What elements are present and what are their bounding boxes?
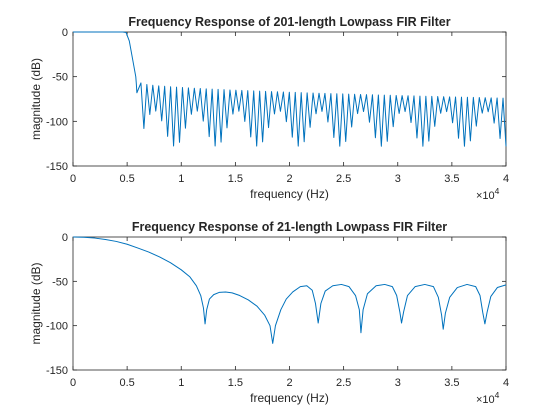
- y-tick-label: -50: [52, 276, 68, 288]
- x-tick-label: 0.5: [119, 377, 134, 389]
- x-tick-label: 2.5: [336, 377, 351, 389]
- y-tick-label: -100: [46, 321, 68, 333]
- x-axis-exponent: ×104: [476, 390, 500, 406]
- x-axis-exponent-base: ×10: [476, 394, 495, 406]
- x-tick-label: 0: [70, 377, 76, 389]
- x-tick-label: 0: [70, 173, 76, 185]
- x-tick-label: 3.5: [444, 173, 459, 185]
- x-tick-label: 4: [503, 377, 509, 389]
- x-tick-label: 1: [178, 173, 184, 185]
- x-axis-exponent: ×104: [476, 186, 500, 202]
- x-tick-label: 3: [395, 377, 401, 389]
- x-axis-label: frequency (Hz): [250, 187, 329, 201]
- chart-title: Frequency Response of 201-length Lowpass…: [128, 15, 450, 29]
- series-line: [73, 31, 507, 147]
- y-tick-label: -100: [46, 116, 68, 128]
- x-tick-label: 0.5: [119, 173, 134, 185]
- x-tick-label: 2.5: [336, 173, 351, 185]
- y-tick-label: 0: [62, 27, 68, 39]
- x-tick-label: 4: [503, 173, 509, 185]
- subplot-bottom: 0 0.5 1 1.5 2 2.5 3 3.5 4 0 -50 -100 -150 Frequency R…: [29, 220, 509, 406]
- x-tick-label: 1.5: [228, 377, 243, 389]
- y-tick-label: -50: [52, 72, 68, 84]
- x-axis-exponent-base: ×10: [476, 190, 495, 202]
- x-tick-label: 3: [395, 173, 401, 185]
- y-tick-label: -150: [46, 161, 68, 173]
- x-axis-label: frequency (Hz): [250, 391, 329, 405]
- subplot-top: 0 0.5 1 1.5 2 2.5 3 3.5 4 0 -50 -100 -150 Frequency R…: [29, 15, 509, 202]
- y-tick-label: -150: [46, 365, 68, 377]
- y-axis-label: magnitude (dB): [29, 58, 43, 140]
- x-tick-label: 1.5: [228, 173, 243, 185]
- x-axis-exponent-power: 4: [495, 390, 500, 400]
- axes-box: [72, 236, 507, 371]
- x-tick-label: 3.5: [444, 377, 459, 389]
- x-tick-label: 2: [286, 377, 292, 389]
- x-tick-label: 2: [286, 173, 292, 185]
- y-tick-label: 0: [62, 232, 68, 244]
- x-tick-label: 1: [178, 377, 184, 389]
- series-line: [72, 236, 507, 344]
- x-axis-exponent-power: 4: [495, 186, 500, 196]
- chart-title: Frequency Response of 21-length Lowpass …: [132, 220, 447, 234]
- y-axis-label: magnitude (dB): [29, 262, 43, 344]
